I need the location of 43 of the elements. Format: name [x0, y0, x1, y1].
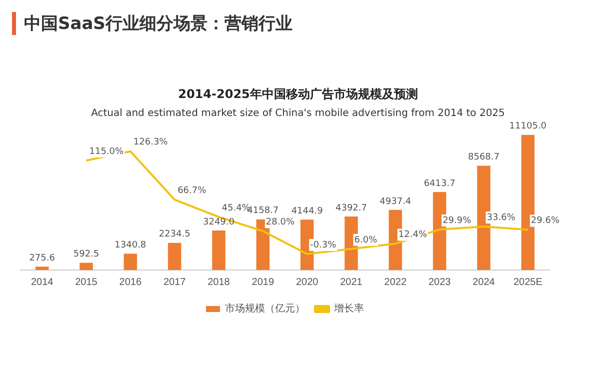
x-tick-label: 2014: [30, 276, 54, 288]
x-tick-label: 2025E: [513, 276, 543, 288]
legend-label: 市场规模（亿元）: [225, 302, 305, 315]
x-tick-label: 2023: [428, 276, 452, 288]
bar: [35, 266, 49, 270]
data-label: 1340.8: [114, 240, 146, 251]
data-label: 8568.7: [468, 152, 500, 163]
data-label: -0.3%: [310, 240, 337, 250]
legend-label: 增长率: [333, 302, 364, 315]
chart-title: 2014-2025年中国移动广告市场规模及预测: [177, 86, 419, 103]
chart-subtitle: Actual and estimated market size of China's mobile advertising from 2014 to 2025: [90, 108, 506, 119]
data-label: 4392.7: [336, 203, 367, 214]
bar: [168, 242, 182, 270]
data-label: 11105.0: [509, 122, 547, 132]
data-label: 115.0%: [89, 146, 124, 157]
x-tick-label: 2016: [119, 276, 142, 288]
data-label: 6413.7: [424, 178, 456, 189]
data-label: 12.4%: [398, 230, 428, 240]
data-label: 4937.4: [380, 196, 412, 207]
x-tick-label: 2024: [472, 276, 496, 288]
data-label: 275.6: [29, 253, 56, 264]
data-label: 2234.5: [158, 230, 190, 240]
x-tick-label: 2022: [384, 276, 407, 288]
data-label: 3249.0: [203, 217, 235, 228]
data-label: 126.3%: [133, 138, 168, 148]
data-label: 592.5: [73, 250, 100, 260]
data-label: 29.9%: [442, 216, 472, 226]
x-tick-label: 2018: [208, 276, 230, 288]
data-label: 66.7%: [178, 186, 207, 196]
x-tick-label: 2020: [296, 276, 319, 288]
x-tick-label: 2021: [340, 276, 363, 288]
data-label: 28.0%: [266, 217, 295, 228]
data-label: 29.6%: [530, 216, 560, 226]
x-tick-label: 2019: [252, 276, 274, 288]
text: 中国SaaS行业细分场景：营销行业: [12, 12, 292, 35]
data-label: 6.0%: [354, 235, 378, 246]
x-tick-label: 2015: [75, 276, 98, 288]
bar: [124, 254, 138, 270]
data-label: 33.6%: [486, 212, 516, 223]
x-tick-label: 2017: [163, 276, 186, 288]
data-label: 4144.9: [291, 206, 324, 216]
bar: [212, 230, 226, 270]
bar: [80, 262, 93, 270]
